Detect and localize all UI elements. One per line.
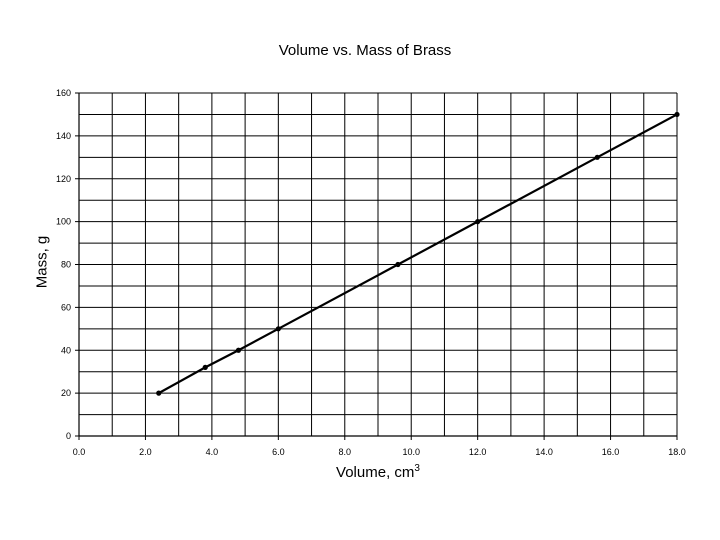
data-point [235,347,242,353]
data-point [594,154,600,160]
x-tick-label: 2.0 [139,447,152,457]
tick-labels: 0.0 2.0 4.0 6.0 8.0 10.0 12.0 14.0 16.0 18.0 0 20 40… [56,88,686,457]
x-tick-label: 8.0 [339,447,352,457]
x-tick-label: 16.0 [602,447,620,457]
y-tick-label: 60 [61,302,71,312]
y-tick-label: 40 [61,345,71,355]
x-tick-label: 6.0 [272,447,285,457]
x-tick-label: 14.0 [535,447,553,457]
x-tick-label: 10.0 [402,447,420,457]
x-tick-label: 0.0 [73,447,86,457]
y-tick-label: 160 [56,88,71,98]
x-axis-label-text: Volume, cm [336,464,415,481]
x-tick-label: 12.0 [469,447,487,457]
y-tick-label: 140 [56,131,71,141]
grid [79,92,678,436]
data-point [156,390,162,396]
x-tick-label: 18.0 [668,447,686,457]
y-tick-label: 80 [61,260,71,270]
data-point [674,111,680,118]
data-point [395,261,401,268]
y-tick-label: 100 [56,217,71,227]
data-series [156,111,680,396]
x-axis-label: Volume, cm3 [336,463,420,481]
data-point [202,364,208,370]
data-point [475,219,481,225]
axes [75,92,678,440]
y-tick-label: 0 [66,431,71,441]
chart-title: Volume vs. Mass of Brass [278,42,452,59]
x-tick-label: 4.0 [206,447,219,457]
data-point [275,326,281,332]
series-line [158,113,678,395]
y-tick-label: 20 [61,388,71,398]
y-tick-label: 120 [56,174,71,184]
x-axis-label-superscript: 3 [414,463,420,474]
